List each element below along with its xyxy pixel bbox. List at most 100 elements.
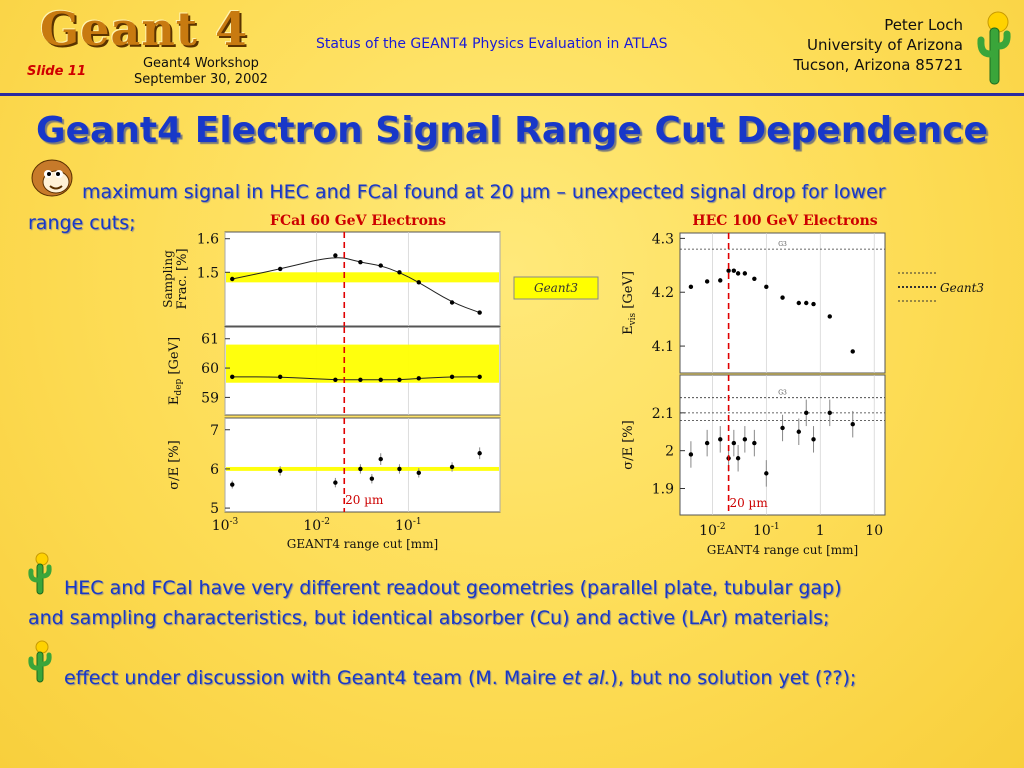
- data-point: [718, 437, 723, 442]
- data-point: [796, 429, 801, 434]
- x-tick-label: 10-1: [753, 522, 780, 539]
- data-point: [416, 376, 421, 381]
- x-axis-label: GEANT4 range cut [mm]: [707, 543, 858, 557]
- y-tick-label: 1.6: [197, 232, 219, 248]
- data-point: [764, 284, 769, 290]
- data-point: [358, 377, 363, 382]
- data-point: [333, 480, 338, 485]
- data-point: [780, 295, 785, 300]
- x-tick-label: 1: [816, 523, 825, 539]
- chart-panel: 1.6 1.5 Frac. [%]Sampling: [161, 231, 501, 327]
- y-tick-label: 2.1: [652, 406, 674, 422]
- data-point: [416, 470, 421, 476]
- panel-frame: [679, 374, 886, 516]
- presentation-subtitle: Status of the GEANT4 Physics Evaluation …: [316, 36, 668, 52]
- legend-label: Geant3: [940, 281, 984, 295]
- cactus-bullet-icon: [28, 640, 52, 683]
- data-point: [731, 268, 737, 273]
- workshop-date: September 30, 2002: [134, 72, 268, 87]
- slide-title: Geant4 Electron Signal Range Cut Depende…: [36, 110, 988, 151]
- x-tick-label: 10-2: [699, 522, 726, 539]
- y-tick-label: 60: [201, 361, 219, 377]
- data-point: [804, 300, 809, 306]
- data-point: [397, 466, 402, 472]
- data-point: [796, 300, 801, 306]
- data-point: [477, 374, 482, 380]
- data-point: [449, 464, 455, 470]
- data-point: [804, 410, 809, 416]
- geant3-band: [226, 272, 499, 283]
- fcal-chart: FCal 60 GeV Electrons 1.6 1.5 Frac. [%]Samp…: [161, 213, 599, 551]
- data-point: [416, 280, 421, 285]
- data-point: [704, 279, 710, 284]
- y-axis-label: σ/E [%]: [621, 420, 636, 469]
- data-point: [850, 349, 855, 354]
- data-point: [358, 466, 363, 472]
- data-point: [230, 374, 235, 380]
- x-tick-label: 10-1: [395, 517, 422, 534]
- chart-title: HEC 100 GeV Electrons: [692, 213, 877, 229]
- data-point: [735, 456, 741, 461]
- chart-panel: 7 6 5 σ/E [%]: [167, 417, 501, 517]
- data-point: [397, 270, 402, 275]
- author-institution: University of Arizona: [806, 36, 963, 54]
- bullet-3: effect under discussion with Geant4 team…: [64, 662, 1004, 694]
- y-tick-label: 2: [665, 444, 674, 460]
- bullet-3-et-al: et al.: [562, 667, 611, 689]
- y-tick-label: 7: [210, 423, 219, 439]
- data-point: [780, 425, 785, 431]
- data-point: [277, 266, 283, 272]
- reference-label: G3: [778, 390, 787, 397]
- y-tick-label: 4.3: [652, 231, 674, 247]
- x-tick-label: 10-2: [303, 517, 330, 534]
- data-point: [850, 421, 855, 427]
- data-point: [742, 271, 748, 276]
- data-point: [735, 271, 741, 276]
- data-point: [704, 440, 710, 446]
- workshop-info: Geant4 Workshop September 30, 2002: [134, 56, 268, 88]
- chart-panel: G3 4.3 4.2 4.1 Evis [GeV]: [621, 231, 886, 374]
- data-point: [718, 278, 723, 283]
- bullet-2-line-1: HEC and FCal have very different readout…: [64, 577, 842, 599]
- data-point: [827, 314, 832, 319]
- data-point: [742, 437, 748, 442]
- author-address: Tucson, Arizona 85721: [793, 56, 963, 74]
- data-point: [369, 476, 375, 481]
- author-block: Peter Loch University of Arizona Tucson,…: [793, 15, 963, 75]
- y-tick-label: 59: [201, 390, 219, 406]
- legend-geant3-band: [513, 276, 599, 300]
- data-point: [230, 276, 235, 282]
- y-axis-label: Evis [GeV]: [621, 271, 638, 335]
- charts-area: FCal 60 GeV Electrons 1.6 1.5 Frac. [%]Samp…: [161, 213, 984, 557]
- chart-panel: G3 2.1 2 1.9 σ/E [%]: [621, 374, 886, 516]
- mascot-icon: [31, 159, 73, 197]
- y-tick-label: 1.9: [652, 482, 674, 498]
- cactus-bullet-icon: [28, 552, 52, 595]
- data-point: [230, 482, 235, 487]
- chart-panel: 61 60 59 Edep [GeV]: [167, 326, 501, 416]
- data-point: [378, 263, 383, 268]
- data-point: [477, 451, 482, 456]
- data-point: [811, 437, 816, 442]
- y-tick-label: 5: [210, 501, 219, 517]
- y-axis-label: σ/E [%]: [167, 440, 182, 489]
- bullet-1-line-1: maximum signal in HEC and FCal found at …: [82, 181, 886, 203]
- data-point: [731, 440, 737, 446]
- data-point: [752, 276, 757, 281]
- data-point: [752, 440, 757, 446]
- data-point: [333, 253, 338, 258]
- data-point: [477, 310, 482, 315]
- workshop-name: Geant4 Workshop: [142, 56, 259, 71]
- x-tick-label: 10: [865, 523, 883, 539]
- bullet-1-line-2: range cuts;: [28, 212, 136, 234]
- geant4-logo: Geant 4: [40, 2, 249, 56]
- y-tick-label: 61: [201, 332, 219, 348]
- data-point: [333, 377, 338, 382]
- y-tick-label: 6: [210, 462, 219, 478]
- panel-frame: [224, 417, 501, 513]
- data-point: [277, 468, 283, 474]
- data-point: [378, 377, 383, 382]
- bullet-2-line-2: and sampling characteristics, but identi…: [28, 607, 830, 629]
- reference-label: G3: [778, 241, 787, 248]
- cactus-icon: [977, 11, 1011, 85]
